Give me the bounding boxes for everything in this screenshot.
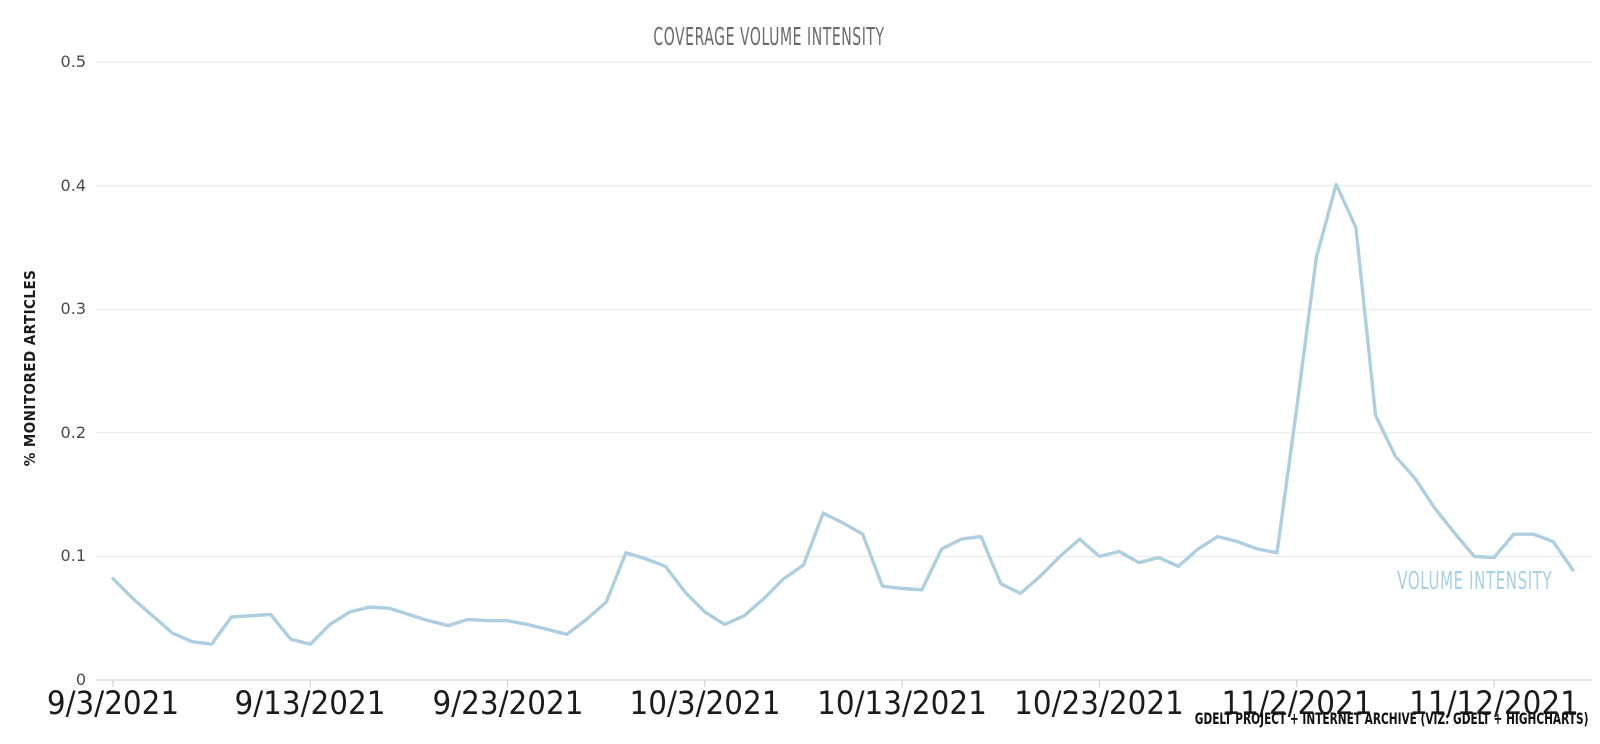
x-tick-label: 10/23/2021 [1014,684,1185,722]
series-line[interactable] [111,182,1575,646]
x-tick-label: 9/3/2021 [46,684,180,722]
y-tick-label: 0.5 [60,52,86,71]
x-tick-label: 9/13/2021 [234,684,386,722]
y-tick-label: 0.2 [60,422,86,442]
gridlines [95,61,1593,557]
y-tick-label: 0 [75,670,86,689]
y-tick-label: 0.3 [60,299,86,319]
chart-title: Coverage Volume Intensity [653,22,885,51]
x-tick-label: 9/23/2021 [432,684,584,722]
x-tick-label: 11/2/2021 [1221,684,1373,722]
y-tick-label: 0.1 [60,546,86,566]
x-tick-label: 10/13/2021 [817,684,987,722]
x-tick-label: 10/3/2021 [629,684,781,722]
x-axis-tick-marks [112,680,1495,687]
credits-link[interactable]: GDELT PROJECT + INTERNET ARCHIVE (VIZ: G… [1194,709,1588,728]
y-tick-label: 0.4 [60,175,86,195]
x-tick-label: 11/12/2021 [1409,684,1579,722]
series-label: Volume Intensity [1397,566,1552,595]
